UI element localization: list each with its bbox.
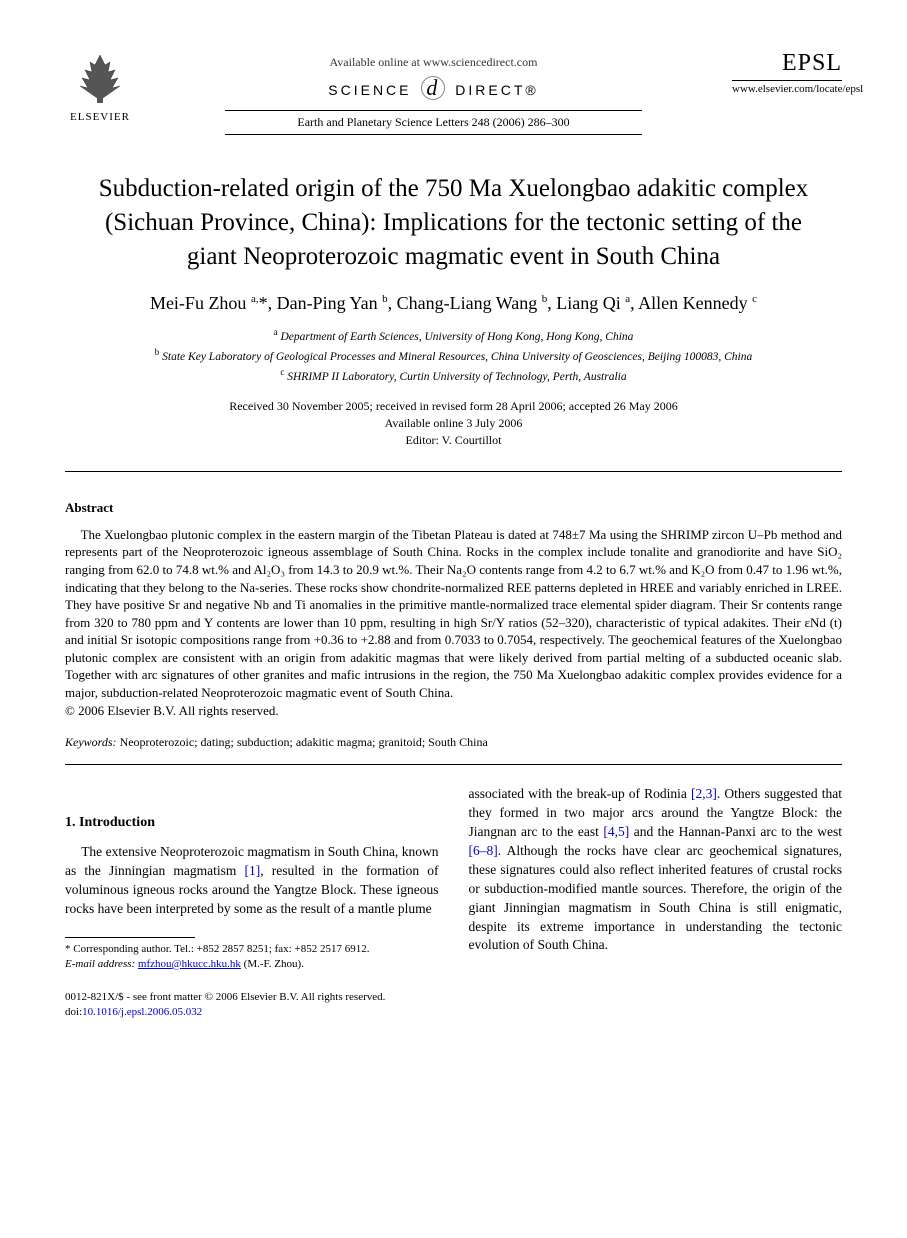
sd-left: SCIENCE [328,82,411,98]
sd-d-icon: d [421,76,445,100]
editor: Editor: V. Courtillot [65,432,842,449]
footer-front-matter: 0012-821X/$ - see front matter © 2006 El… [65,990,842,1004]
email-name: (M.-F. Zhou). [244,958,304,970]
affiliations: a Department of Earth Sciences, Universi… [65,326,842,386]
affiliation-a: a Department of Earth Sciences, Universi… [65,326,842,346]
abstract-body: The Xuelongbao plutonic complex in the e… [65,526,842,701]
affiliation-c: c SHRIMP II Laboratory, Curtin Universit… [65,366,842,386]
citation-link[interactable]: [6–8] [469,843,498,858]
date-received: Received 30 November 2005; received in r… [65,398,842,415]
abstract-heading: Abstract [65,500,842,516]
email-link[interactable]: mfzhou@hkucc.hku.hk [138,958,241,970]
abstract-rule-bottom [65,764,842,765]
column-right: associated with the break-up of Rodinia … [469,785,843,972]
column-left: 1. Introduction The extensive Neoprotero… [65,785,439,972]
authors: Mei-Fu Zhou a,*, Dan-Ping Yan b, Chang-L… [65,293,842,314]
footer: 0012-821X/$ - see front matter © 2006 El… [65,990,842,1019]
email-label: E-mail address: [65,958,135,970]
footer-doi: doi:10.1016/j.epsl.2006.05.032 [65,1005,842,1019]
doi-link[interactable]: 10.1016/j.epsl.2006.05.032 [82,1006,202,1018]
journal-logo: EPSL [732,50,842,77]
journal-citation: Earth and Planetary Science Letters 248 … [135,115,732,130]
citation-link[interactable]: [2,3] [691,786,717,801]
journal-logo-rule [732,80,842,81]
journal-brand: EPSL www.elsevier.com/locate/epsl [732,50,842,95]
footnote-rule [65,937,195,938]
keywords-label: Keywords: [65,735,117,749]
article-title: Subduction-related origin of the 750 Ma … [85,172,822,273]
doi-label: doi: [65,1006,82,1018]
science-direct-logo: SCIENCE d DIRECT® [135,76,732,100]
intro-heading: 1. Introduction [65,813,439,833]
available-online: Available online at www.sciencedirect.co… [135,55,732,70]
abstract-rule-top [65,471,842,472]
header: ELSEVIER Available online at www.science… [65,50,842,137]
keywords: Keywords: Neoproterozoic; dating; subduc… [65,735,842,750]
affiliation-b: b State Key Laboratory of Geological Pro… [65,346,842,366]
email-line: E-mail address: mfzhou@hkucc.hku.hk (M.-… [65,957,439,972]
keywords-list: Neoproterozoic; dating; subduction; adak… [120,735,488,749]
corresponding-footnote: * Corresponding author. Tel.: +852 2857 … [65,942,439,973]
abstract-copyright: © 2006 Elsevier B.V. All rights reserved… [65,703,842,719]
header-rule-bottom [225,134,643,135]
citation-link[interactable]: [1] [245,863,261,878]
body-columns: 1. Introduction The extensive Neoprotero… [65,785,842,972]
elsevier-logo: ELSEVIER [65,50,135,123]
date-online: Available online 3 July 2006 [65,415,842,432]
header-center: Available online at www.sciencedirect.co… [135,50,732,137]
intro-para-2: associated with the break-up of Rodinia … [469,785,843,955]
journal-url: www.elsevier.com/locate/epsl [732,83,842,95]
corresponding-line: * Corresponding author. Tel.: +852 2857 … [65,942,439,957]
elsevier-tree-icon [65,50,135,111]
paper-page: ELSEVIER Available online at www.science… [0,0,907,1059]
citation-link[interactable]: [4,5] [603,824,629,839]
sd-right: DIRECT® [455,82,538,98]
article-dates: Received 30 November 2005; received in r… [65,398,842,448]
elsevier-text: ELSEVIER [65,111,135,123]
header-rule-top [225,110,643,111]
intro-para-1: The extensive Neoproterozoic magmatism i… [65,843,439,919]
